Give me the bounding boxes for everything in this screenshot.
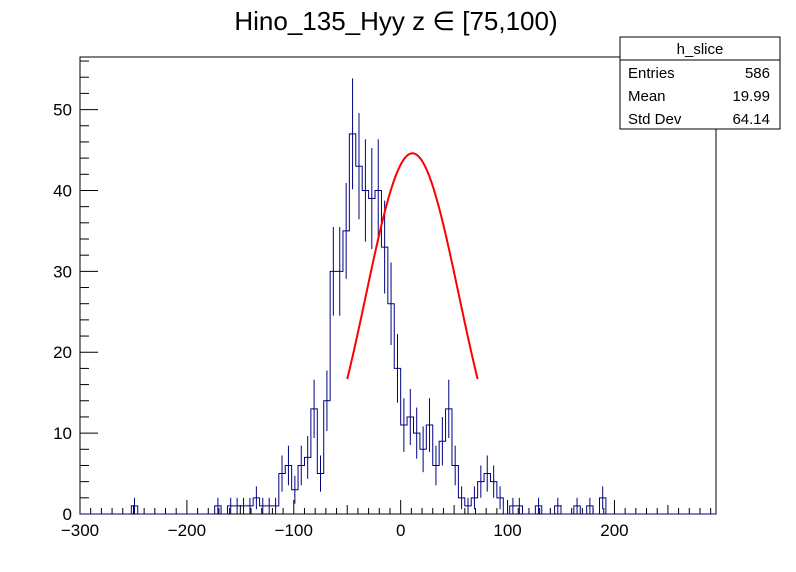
histogram-step-line (80, 133, 716, 515)
histogram-steps (80, 133, 716, 515)
stats-mean-value: 19.99 (732, 88, 770, 105)
y-tick-label: 20 (53, 343, 72, 362)
x-tick-label: −100 (275, 521, 313, 540)
fit-curve (346, 152, 479, 380)
x-tick-label: 200 (600, 521, 628, 540)
x-tick-label: 0 (396, 521, 405, 540)
stats-box-frame (619, 36, 781, 130)
stats-stddev-label: Std Dev (628, 111, 682, 128)
stats-entries-value: 586 (745, 65, 770, 82)
y-tick-label: 40 (53, 181, 72, 200)
stats-stddev-value: 64.14 (732, 111, 770, 128)
axis-ticks: −300 −200 −100 0 100 200 0 10 20 30 40 50 (53, 60, 712, 540)
stats-box: h_slice Entries 586 Mean 19.99 Std Dev 6… (619, 36, 781, 130)
y-tick-label: 50 (53, 101, 72, 120)
y-tick-label: 0 (63, 505, 72, 524)
x-tick-label: 100 (493, 521, 521, 540)
x-tick-label: −300 (61, 521, 99, 540)
fit-line (346, 152, 479, 380)
y-tick-label: 10 (53, 424, 72, 443)
stats-entries-label: Entries (628, 65, 675, 82)
stats-box-title: h_slice (677, 41, 724, 58)
plot-frame (79, 56, 717, 515)
stats-mean-label: Mean (628, 88, 666, 105)
y-tick-label: 30 (53, 262, 72, 281)
x-tick-label: −200 (168, 521, 206, 540)
chart-title: Hino_135_Hyy z ∈ [75,100) (234, 6, 557, 36)
